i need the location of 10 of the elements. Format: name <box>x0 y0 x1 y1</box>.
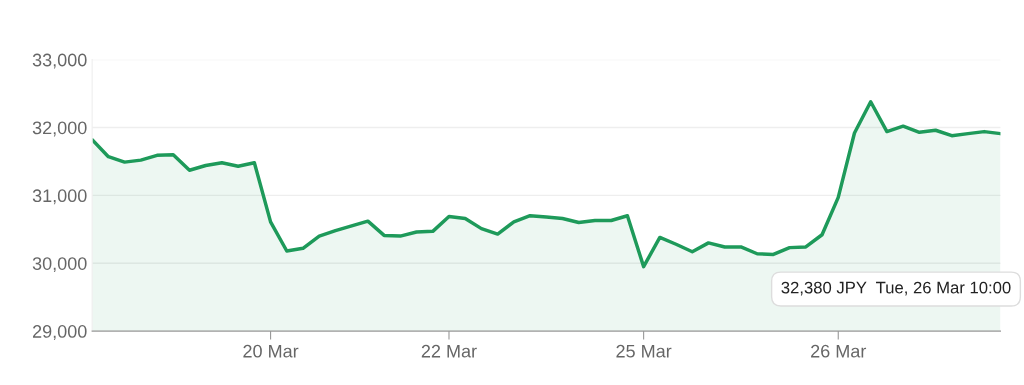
x-tick-label: 22 Mar <box>421 344 477 358</box>
y-tick-label: 29,000 <box>32 325 87 340</box>
y-tick-label: 31,000 <box>32 189 87 205</box>
x-tick-label: 25 Mar <box>616 344 672 358</box>
x-tick-label: 26 Mar <box>811 344 867 358</box>
y-tick-label: 30,000 <box>32 257 87 273</box>
y-tick-label: 32,000 <box>32 121 87 137</box>
annotation: 32,380 JPY Tue, 26 Mar 10:00 <box>781 281 1011 296</box>
y-tick-label: 33,000 <box>32 53 87 69</box>
x-tick-label: 20 Mar <box>243 344 299 358</box>
